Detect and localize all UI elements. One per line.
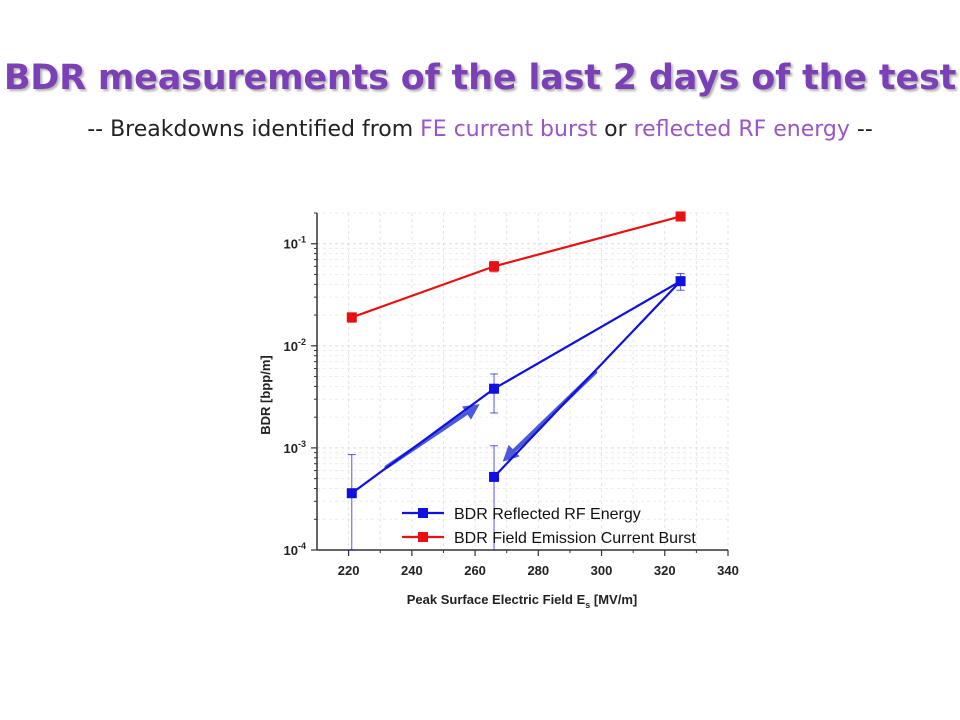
y-tick-base: 10 (284, 441, 298, 456)
x-tick-label: 220 (338, 563, 360, 578)
series-line (351, 280, 682, 495)
y-tick-label: 10-1 (284, 235, 306, 252)
legend-marker (418, 532, 428, 542)
y-tick-label: 10-4 (284, 541, 306, 558)
x-axis-label-subscript: s (585, 600, 590, 610)
data-point (346, 488, 357, 499)
x-tick-label: 260 (464, 563, 486, 578)
x-axis-label-main: Peak Surface Electric Field E (407, 592, 586, 607)
y-tick-exponent: -4 (298, 541, 306, 551)
chart-legend: BDR Reflected RF Energy BDR Field Emissio… (402, 506, 696, 547)
subtitle-middle: or (597, 117, 634, 142)
series-line (351, 215, 681, 319)
subtitle-highlight-fe: FE current burst (420, 117, 598, 142)
y-tick-label: 10-2 (284, 337, 306, 354)
data-point (346, 312, 357, 323)
data-point (489, 383, 500, 394)
subtitle-suffix: -- (849, 117, 873, 142)
series-field-emission (346, 211, 686, 323)
y-tick-exponent: -3 (298, 439, 306, 449)
x-tick-label: 340 (717, 563, 739, 578)
x-tick-label: 300 (591, 563, 613, 578)
series-layer (346, 211, 686, 551)
y-tick-label: 10-3 (284, 439, 306, 456)
x-axis-label-unit: [MV/m] (590, 592, 637, 607)
subtitle-prefix: -- Breakdowns identified from (87, 117, 421, 142)
grid-layer (317, 212, 729, 551)
legend-item: BDR Field Emission Current Burst (402, 530, 696, 547)
data-point (489, 261, 500, 272)
slide-title: BDR measurements of the last 2 days of t… (3, 58, 957, 98)
slide-subtitle: -- Breakdowns identified from FE current… (0, 117, 960, 142)
y-tick-base: 10 (284, 543, 298, 558)
x-tick-label: 320 (654, 563, 676, 578)
y-tick-base: 10 (284, 237, 298, 252)
y-tick-base: 10 (284, 339, 298, 354)
legend-label: BDR Reflected RF Energy (454, 506, 641, 523)
x-axis-label: Peak Surface Electric Field Es [MV/m] (407, 592, 637, 610)
y-axis-label: BDR [bpp/m] (258, 355, 273, 434)
subtitle-highlight-rf: reflected RF energy (633, 117, 850, 142)
data-point (675, 276, 686, 287)
legend-marker (418, 508, 428, 518)
series-reflected-rf (346, 273, 686, 551)
x-tick-label: 280 (527, 563, 549, 578)
legend-item: BDR Reflected RF Energy (402, 506, 641, 523)
legend-label: BDR Field Emission Current Burst (454, 530, 696, 547)
axes-layer (316, 213, 728, 551)
y-tick-exponent: -1 (298, 235, 306, 245)
data-point (489, 471, 500, 482)
data-point (675, 211, 686, 222)
y-tick-exponent: -2 (298, 337, 306, 347)
x-tick-label: 240 (401, 563, 423, 578)
